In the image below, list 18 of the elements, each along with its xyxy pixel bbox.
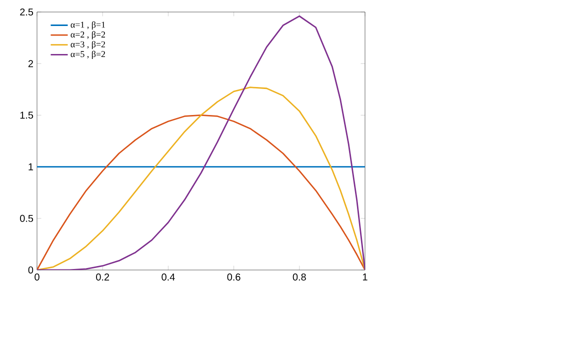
x-tick-label: 0.2 (96, 274, 110, 281)
legend-label: α=3 , β=2 (70, 40, 105, 50)
legend-label: α=1 , β=1 (70, 21, 105, 30)
line-series (37, 114, 366, 270)
y-tick-label: 1.5 (20, 112, 34, 119)
y-tick-label: 0.5 (20, 214, 34, 222)
line-series (37, 86, 366, 270)
x-tick-label: 0.6 (227, 274, 240, 281)
legend-label: α=5 , β=2 (70, 50, 105, 59)
x-tick-label: 0 (34, 274, 40, 281)
y-tick-label: 2.5 (20, 8, 34, 16)
x-tick-label: 0.4 (162, 274, 175, 281)
y-tick-label: 1 (28, 163, 34, 170)
y-tick-label: 0 (28, 266, 34, 274)
x-tick-label: 1 (363, 274, 368, 280)
y-tick-label: 2 (28, 60, 33, 68)
x-tick-label: 0.8 (292, 274, 306, 281)
legend-label: α=2 , β=2 (70, 31, 105, 40)
